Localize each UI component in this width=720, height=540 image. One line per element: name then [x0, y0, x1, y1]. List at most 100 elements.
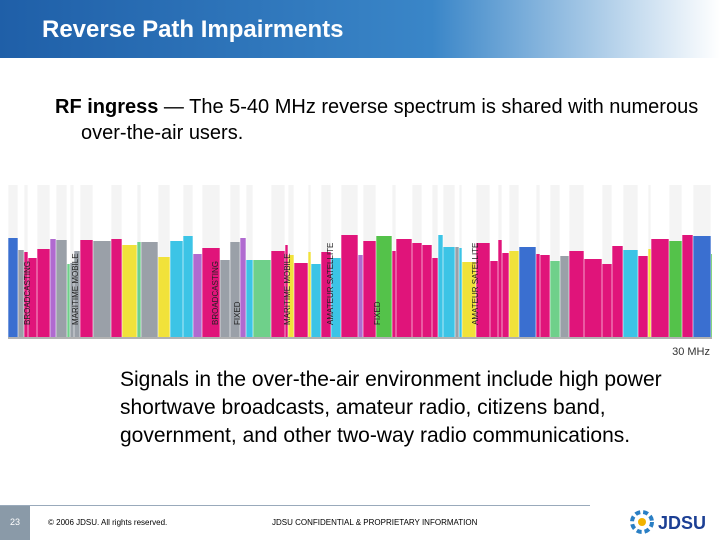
band-stripe: [392, 251, 396, 337]
body-text: Signals in the over-the-air environment …: [120, 368, 662, 447]
label-stripe: [8, 185, 18, 238]
label-stripe: [569, 185, 584, 251]
label-stripe: [253, 185, 271, 260]
band-stripe: [502, 253, 509, 337]
band-stripe: [648, 249, 651, 337]
band-stripe: [498, 240, 502, 337]
label-stripe: [498, 185, 502, 240]
label-stripe: [392, 185, 396, 251]
label-stripe: [412, 185, 422, 243]
spectrum-chart: 30 MHz BROADCASTING MARITIME MOBILE BROADC…: [8, 185, 712, 360]
label-stripe: [122, 185, 137, 245]
slide-title: Reverse Path Impairments: [42, 16, 344, 43]
band-stripe: [202, 248, 220, 337]
label-stripe: [682, 185, 693, 235]
label-stripe: [623, 185, 638, 250]
label-stripe: [550, 185, 560, 261]
band-stripe: [28, 258, 37, 337]
stripes: [8, 185, 712, 337]
band-stripe: [560, 256, 569, 337]
band-stripe: [253, 260, 271, 337]
label-stripe: [56, 185, 67, 240]
label-stripe: [321, 185, 331, 252]
band-stripe: [341, 235, 358, 337]
label-stripe: [37, 185, 50, 249]
band-stripe: [459, 248, 462, 337]
label-stripe: [363, 185, 376, 241]
band-stripe: [422, 245, 432, 337]
band-label: BROADCASTING: [23, 261, 32, 325]
label-stripe: [711, 185, 712, 254]
label-stripe: [432, 185, 438, 258]
label-stripe: [271, 185, 285, 251]
label-stripe: [183, 185, 193, 236]
band-stripe: [141, 242, 158, 337]
header-band: [0, 0, 720, 58]
band-stripe: [240, 238, 246, 337]
label-stripe: [24, 185, 28, 252]
label-stripe: [519, 185, 536, 247]
label-stripe: [240, 185, 246, 238]
band-stripe: [638, 256, 648, 337]
label-stripe: [584, 185, 602, 259]
band-stripe: [111, 239, 122, 337]
label-stripe: [294, 185, 308, 263]
label-stripe: [308, 185, 311, 252]
label-stripe: [80, 185, 93, 240]
band-stripe: [443, 247, 455, 337]
band-stripe: [693, 236, 711, 337]
band-stripe: [230, 242, 240, 337]
bullet: RF ingress — The 5-40 MHz reverse spectr…: [55, 94, 711, 146]
band-stripe: [8, 238, 18, 337]
label-stripe: [170, 185, 183, 241]
label-stripe: [455, 185, 459, 247]
band-stripe: [80, 240, 93, 337]
band-stripe: [220, 260, 230, 337]
band-stripe: [358, 255, 363, 337]
band-stripe: [550, 261, 560, 337]
band-stripe: [321, 252, 331, 337]
label-stripe: [422, 185, 432, 245]
band-stripe: [363, 241, 376, 337]
label-stripe: [193, 185, 202, 254]
confidential: JDSU CONFIDENTIAL & PROPRIETARY INFORMAT…: [272, 518, 478, 527]
band-stripe: [569, 251, 584, 337]
label-stripe: [476, 185, 490, 243]
band-stripe: [137, 242, 141, 337]
band-stripe: [246, 260, 253, 337]
band-stripe: [536, 254, 540, 337]
label-stripe: [18, 185, 24, 250]
band-stripe: [122, 245, 137, 337]
band-stripe: [612, 246, 623, 337]
band-stripe: [56, 240, 67, 337]
label-stripe: [341, 185, 358, 235]
band-stripe: [396, 239, 412, 337]
band-stripe: [74, 251, 80, 337]
band-stripe: [509, 251, 519, 337]
band-stripe: [438, 235, 443, 337]
label-stripe: [376, 185, 392, 236]
label-stripe: [137, 185, 141, 242]
band-stripe: [67, 264, 70, 337]
label-stripe: [443, 185, 455, 247]
band-stripe: [490, 261, 498, 337]
band-stripe: [18, 250, 24, 337]
band-stripe: [540, 255, 550, 337]
band-label: FIXED: [373, 301, 382, 325]
band-stripe: [651, 239, 669, 337]
band-stripe: [24, 252, 28, 337]
band-stripe: [288, 255, 294, 337]
band-stripe: [50, 239, 56, 337]
band-stripe: [455, 247, 459, 337]
band-label: BROADCASTING: [211, 261, 220, 325]
label-stripe: [462, 185, 476, 262]
page-number: 23: [9, 517, 20, 527]
axis-end-label: 30 MHz: [672, 346, 710, 358]
band-stripe: [37, 249, 50, 337]
label-stripe: [638, 185, 648, 256]
band-label: MARITIME MOBILE: [283, 253, 292, 325]
logo-mark: [630, 510, 654, 534]
label-stripe: [490, 185, 498, 261]
band-stripe: [183, 236, 193, 337]
